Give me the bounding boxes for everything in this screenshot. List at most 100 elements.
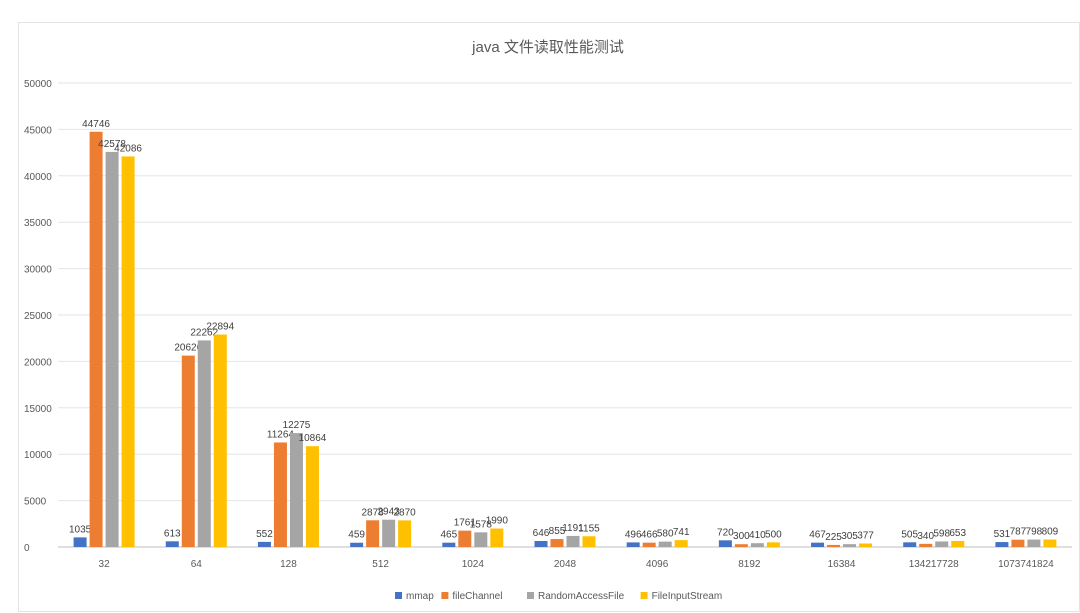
bar-fileChannel <box>1011 539 1025 547</box>
y-tick-label: 45000 <box>24 125 52 136</box>
data-label: 10864 <box>299 433 327 444</box>
data-label: 300 <box>733 531 750 542</box>
bar-RandomAccessFile <box>935 541 949 547</box>
y-tick-label: 15000 <box>24 404 52 415</box>
data-label: 42086 <box>114 143 142 154</box>
y-tick-label: 20000 <box>24 357 52 368</box>
y-tick-label: 30000 <box>24 265 52 276</box>
data-label: 2870 <box>394 507 417 518</box>
bar-fileChannel <box>458 530 472 547</box>
data-label: 598 <box>933 528 950 539</box>
data-label: 305 <box>841 531 858 542</box>
bar-mmap <box>442 542 456 547</box>
chart-title: java 文件读取性能测试 <box>471 39 624 56</box>
bar-fileChannel <box>366 520 380 547</box>
data-label: 22262 <box>190 327 218 338</box>
data-label: 1990 <box>486 516 509 527</box>
bar-mmap <box>165 541 179 547</box>
data-label: 1035 <box>69 524 92 535</box>
data-label: 42578 <box>98 139 126 150</box>
legend-swatch-FileInputStream <box>640 592 648 599</box>
bar-fileChannel <box>827 544 841 547</box>
data-label: 466 <box>641 530 658 541</box>
data-label: 459 <box>348 530 365 541</box>
data-label: 720 <box>717 527 734 538</box>
x-tick-label: 32 <box>99 559 111 570</box>
data-label: 22894 <box>206 322 234 333</box>
data-label: 11264 <box>267 429 295 440</box>
y-tick-label: 50000 <box>24 79 52 90</box>
data-label: 552 <box>256 529 273 540</box>
bar-mmap <box>350 542 364 547</box>
data-label: 496 <box>625 529 642 540</box>
data-label: 340 <box>917 531 934 542</box>
data-label: 377 <box>857 531 874 542</box>
data-label: 225 <box>825 532 842 543</box>
bar-fileChannel <box>550 539 564 547</box>
x-tick-label: 128 <box>280 559 297 570</box>
bar-FileInputStream <box>121 156 135 547</box>
data-label: 580 <box>657 529 674 540</box>
data-label: 500 <box>765 529 782 540</box>
bar-FileInputStream <box>1043 539 1057 547</box>
data-label: 505 <box>901 529 918 540</box>
bar-RandomAccessFile <box>750 543 764 547</box>
data-label: 467 <box>809 530 826 541</box>
bar-RandomAccessFile <box>566 535 580 547</box>
bar-mmap <box>534 541 548 547</box>
bar-fileChannel <box>734 544 748 547</box>
x-tick-label: 512 <box>372 559 389 570</box>
bar-RandomAccessFile <box>474 532 488 547</box>
bar-RandomAccessFile <box>105 151 119 547</box>
bar-FileInputStream <box>398 520 412 547</box>
data-label: 653 <box>949 528 966 539</box>
legend-swatch-fileChannel <box>441 592 449 599</box>
bar-fileChannel <box>89 131 103 547</box>
x-tick-label: 1024 <box>462 559 485 570</box>
bar-RandomAccessFile <box>1027 539 1041 547</box>
y-tick-label: 35000 <box>24 218 52 229</box>
data-label: 1155 <box>578 523 600 534</box>
bar-FileInputStream <box>674 540 688 547</box>
bar-fileChannel <box>919 543 933 547</box>
bar-mmap <box>811 542 825 547</box>
bar-RandomAccessFile <box>289 433 303 547</box>
data-label: 465 <box>440 530 457 541</box>
y-tick-label: 10000 <box>24 450 52 461</box>
bar-fileChannel <box>642 542 656 547</box>
x-tick-label: 64 <box>191 559 203 570</box>
x-tick-label: 1073741824 <box>998 559 1054 570</box>
data-label: 1191 <box>562 523 584 534</box>
bar-FileInputStream <box>582 536 596 547</box>
data-label: 12275 <box>283 420 311 431</box>
data-label: 2878 <box>362 507 385 518</box>
bar-FileInputStream <box>859 543 873 547</box>
legend-label: FileInputStream <box>652 591 723 602</box>
legend-swatch-RandomAccessFile <box>527 592 534 599</box>
data-label: 2943 <box>378 507 401 518</box>
bar-FileInputStream <box>305 446 319 547</box>
y-tick-label: 0 <box>24 543 30 554</box>
data-label: 1761 <box>454 518 477 529</box>
data-label: 741 <box>673 527 690 538</box>
data-label: 20626 <box>174 343 202 354</box>
x-tick-label: 134217728 <box>909 559 959 570</box>
bar-FileInputStream <box>490 528 504 547</box>
data-label: 44746 <box>82 119 110 130</box>
bar-mmap <box>903 542 917 547</box>
data-label: 410 <box>749 530 766 541</box>
bar-RandomAccessFile <box>382 519 396 547</box>
legend-swatch-mmap <box>395 592 402 599</box>
bar-mmap <box>73 537 87 547</box>
x-tick-label: 4096 <box>646 559 669 570</box>
y-tick-label: 40000 <box>24 172 52 183</box>
data-label: 855 <box>549 526 566 537</box>
x-tick-label: 8192 <box>738 559 761 570</box>
bar-mmap <box>995 542 1009 547</box>
data-label: 809 <box>1042 526 1059 537</box>
bar-mmap <box>626 542 640 547</box>
x-tick-label: 2048 <box>554 559 577 570</box>
data-label: 531 <box>994 529 1011 540</box>
